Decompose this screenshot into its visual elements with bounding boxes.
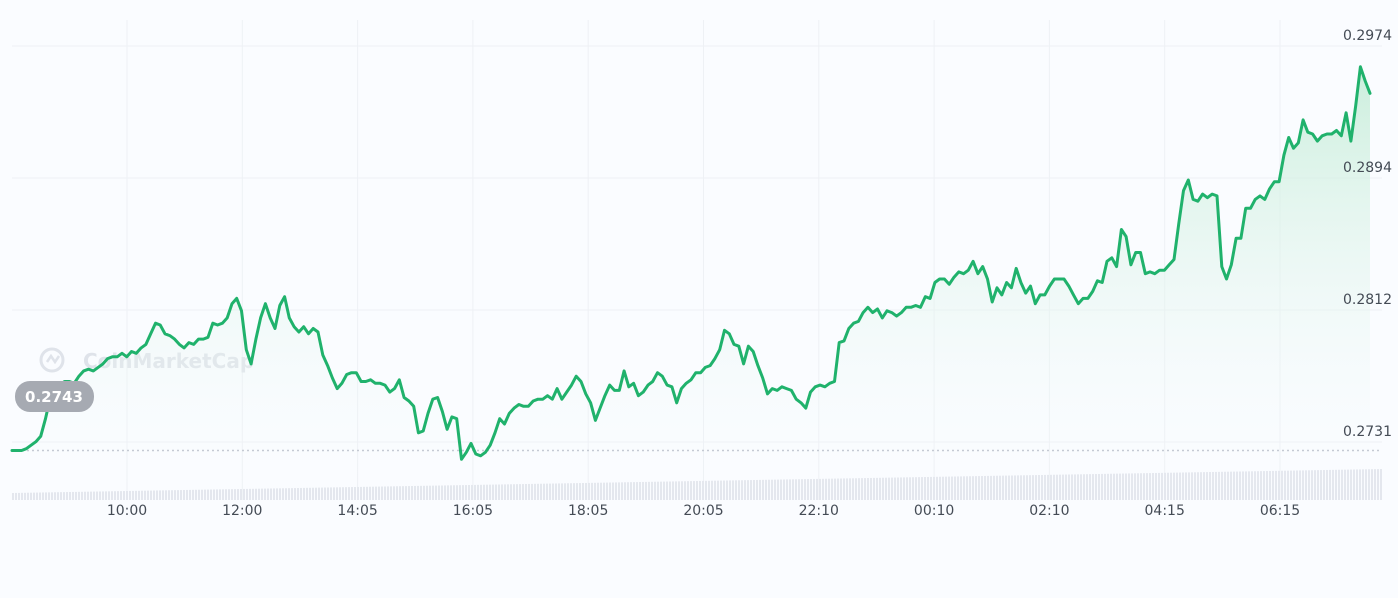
y-tick-label: 0.2731 [1343, 424, 1392, 440]
volume-bar [1374, 469, 1376, 500]
volume-bar [1377, 469, 1379, 500]
current-price-badge: 0.2743 [15, 381, 94, 412]
y-tick-label: 0.2894 [1343, 160, 1392, 176]
volume-bar [1371, 469, 1373, 500]
current-price-value: 0.2743 [25, 388, 83, 406]
x-tick-label: 10:00 [107, 503, 147, 519]
x-tick-label: 04:15 [1145, 503, 1185, 519]
x-tick-label: 06:15 [1260, 503, 1300, 519]
x-axis: 10:00 12:00 14:05 16:05 18:05 20:05 22:10 00:10… [107, 503, 1300, 519]
price-line [10, 65, 1372, 461]
x-tick-label: 22:10 [799, 503, 839, 519]
x-tick-label: 16:05 [453, 503, 493, 519]
x-tick-label: 12:00 [222, 503, 262, 519]
watermark-logo-icon [39, 347, 65, 373]
y-tick-label: 0.2812 [1343, 292, 1392, 308]
x-tick-label: 20:05 [683, 503, 723, 519]
x-tick-label: 02:10 [1029, 503, 1069, 519]
x-tick-label: 14:05 [337, 503, 377, 519]
x-tick-label: 00:10 [914, 503, 954, 519]
x-tick-label: 18:05 [568, 503, 608, 519]
price-area-fill [12, 66, 1370, 501]
volume-bar [1380, 469, 1382, 500]
y-tick-label: 0.2974 [1343, 28, 1392, 44]
y-axis: 0.2974 0.2894 0.2812 0.2731 [1343, 28, 1392, 440]
